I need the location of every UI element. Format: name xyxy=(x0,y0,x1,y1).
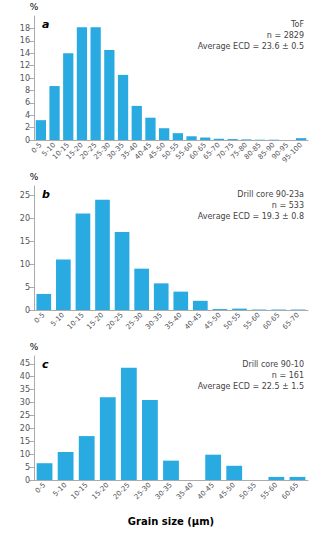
svg-text:40-45: 40-45 xyxy=(196,481,216,501)
svg-text:20: 20 xyxy=(20,424,30,433)
svg-text:a: a xyxy=(42,18,49,31)
svg-text:45-50: 45-50 xyxy=(203,311,223,331)
svg-text:2: 2 xyxy=(25,123,30,132)
svg-text:35: 35 xyxy=(20,385,30,394)
svg-text:10: 10 xyxy=(20,74,30,83)
svg-text:5: 5 xyxy=(25,463,30,472)
svg-text:4: 4 xyxy=(25,111,30,120)
svg-text:Grain size (μm): Grain size (μm) xyxy=(128,516,214,527)
svg-text:5-10: 5-10 xyxy=(49,311,66,328)
svg-text:60-65: 60-65 xyxy=(261,311,281,331)
svg-text:10: 10 xyxy=(20,260,30,269)
svg-text:16: 16 xyxy=(20,36,30,45)
svg-text:60-65: 60-65 xyxy=(188,141,209,162)
svg-text:0: 0 xyxy=(25,136,30,145)
svg-text:12: 12 xyxy=(20,61,30,70)
svg-text:35-40: 35-40 xyxy=(119,141,140,162)
svg-text:n = 533: n = 533 xyxy=(272,201,304,210)
svg-text:%: % xyxy=(30,172,39,182)
svg-text:0-5: 0-5 xyxy=(29,141,44,155)
svg-text:ToF: ToF xyxy=(290,20,304,29)
svg-text:5-10: 5-10 xyxy=(52,481,69,498)
svg-text:15: 15 xyxy=(20,237,30,246)
svg-text:0: 0 xyxy=(25,476,30,485)
svg-text:85-90: 85-90 xyxy=(256,141,277,162)
svg-text:25: 25 xyxy=(20,411,30,420)
svg-text:%: % xyxy=(30,2,39,12)
svg-text:0-5: 0-5 xyxy=(33,311,47,325)
svg-text:Drill core 90-23a: Drill core 90-23a xyxy=(237,190,304,199)
svg-text:60-65: 60-65 xyxy=(280,481,300,501)
svg-text:55-60: 55-60 xyxy=(242,311,262,331)
svg-text:70-75: 70-75 xyxy=(215,141,236,162)
svg-text:18: 18 xyxy=(20,24,30,33)
svg-text:50-55: 50-55 xyxy=(238,481,258,501)
svg-text:55-60: 55-60 xyxy=(259,481,279,501)
svg-text:15-20: 15-20 xyxy=(64,141,85,162)
svg-text:40: 40 xyxy=(20,372,30,381)
svg-text:30: 30 xyxy=(20,398,30,407)
svg-text:15-20: 15-20 xyxy=(85,311,105,331)
svg-text:45-50: 45-50 xyxy=(217,481,237,501)
svg-text:20-25: 20-25 xyxy=(78,141,99,162)
svg-text:Average ECD = 19.3 ± 0.8: Average ECD = 19.3 ± 0.8 xyxy=(198,212,304,221)
svg-text:35-40: 35-40 xyxy=(175,481,195,501)
svg-text:80-85: 80-85 xyxy=(242,141,263,162)
svg-text:%: % xyxy=(30,342,39,352)
svg-text:0: 0 xyxy=(25,306,30,315)
svg-text:20-25: 20-25 xyxy=(105,311,125,331)
svg-text:40-45: 40-45 xyxy=(183,311,203,331)
svg-text:n = 161: n = 161 xyxy=(272,371,304,380)
svg-text:25-30: 25-30 xyxy=(133,481,153,501)
svg-text:n = 2829: n = 2829 xyxy=(267,31,304,40)
svg-text:50-55: 50-55 xyxy=(222,311,242,331)
svg-text:Average ECD = 23.6 ± 0.5: Average ECD = 23.6 ± 0.5 xyxy=(198,42,304,51)
svg-text:65-70: 65-70 xyxy=(201,141,222,162)
svg-text:b: b xyxy=(42,188,50,201)
svg-text:Average ECD = 22.5 ± 1.5: Average ECD = 22.5 ± 1.5 xyxy=(198,382,304,391)
svg-text:65-70: 65-70 xyxy=(281,311,301,331)
svg-text:30-35: 30-35 xyxy=(154,481,174,501)
svg-text:14: 14 xyxy=(20,49,30,58)
svg-text:c: c xyxy=(42,358,49,371)
svg-text:45-50: 45-50 xyxy=(147,141,167,162)
svg-text:0-5: 0-5 xyxy=(34,481,48,495)
svg-text:35-40: 35-40 xyxy=(164,311,184,331)
svg-text:30-35: 30-35 xyxy=(144,311,164,331)
svg-text:10-15: 10-15 xyxy=(66,311,86,331)
svg-text:Drill core 90-10: Drill core 90-10 xyxy=(242,360,304,369)
svg-text:5: 5 xyxy=(25,283,30,292)
svg-text:25: 25 xyxy=(20,191,30,200)
svg-text:50-55: 50-55 xyxy=(160,141,181,162)
svg-text:20-25: 20-25 xyxy=(112,481,132,501)
svg-text:5-10: 5-10 xyxy=(40,141,58,158)
svg-text:55-60: 55-60 xyxy=(174,141,195,162)
svg-text:45: 45 xyxy=(20,359,30,368)
svg-text:25-30: 25-30 xyxy=(124,311,144,331)
svg-text:15: 15 xyxy=(20,437,30,446)
svg-text:30-35: 30-35 xyxy=(105,141,126,162)
svg-text:95-100: 95-100 xyxy=(281,141,304,164)
svg-text:10: 10 xyxy=(20,450,30,459)
svg-text:15-20: 15-20 xyxy=(91,481,111,501)
svg-text:6: 6 xyxy=(25,98,30,107)
svg-text:25-30: 25-30 xyxy=(92,141,113,162)
svg-text:10-15: 10-15 xyxy=(70,481,90,501)
svg-text:40-45: 40-45 xyxy=(133,141,154,162)
svg-text:8: 8 xyxy=(25,86,30,95)
svg-text:10-15: 10-15 xyxy=(51,141,72,162)
svg-text:90-95: 90-95 xyxy=(270,141,291,162)
svg-text:75-80: 75-80 xyxy=(229,141,250,162)
svg-text:20: 20 xyxy=(20,214,30,223)
